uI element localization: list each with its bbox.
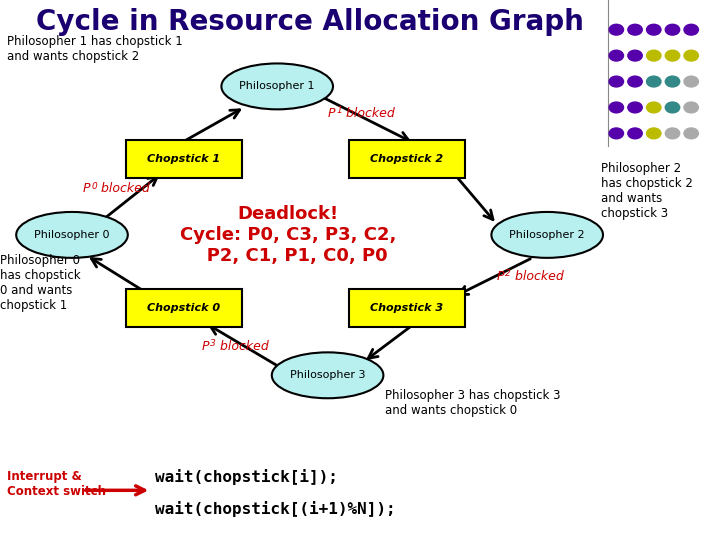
Circle shape xyxy=(609,50,624,61)
Text: 3: 3 xyxy=(210,339,216,348)
Circle shape xyxy=(665,128,680,139)
Text: Philosopher 1 has chopstick 1
and wants chopstick 2: Philosopher 1 has chopstick 1 and wants … xyxy=(7,35,183,63)
Circle shape xyxy=(665,24,680,35)
FancyBboxPatch shape xyxy=(125,140,242,178)
Circle shape xyxy=(684,24,698,35)
Text: Deadlock!
Cycle: P0, C3, P3, C2,
   P2, C1, P1, C0, P0: Deadlock! Cycle: P0, C3, P3, C2, P2, C1,… xyxy=(180,205,396,265)
Circle shape xyxy=(609,24,624,35)
Ellipse shape xyxy=(271,353,384,399)
Text: wait(chopstick[(i+1)%N]);: wait(chopstick[(i+1)%N]); xyxy=(155,501,395,517)
Circle shape xyxy=(628,128,642,139)
Circle shape xyxy=(628,76,642,87)
Text: 0: 0 xyxy=(91,181,97,191)
Text: P: P xyxy=(328,107,335,120)
Text: blocked: blocked xyxy=(342,107,395,120)
Text: blocked: blocked xyxy=(97,183,150,195)
Text: Philosopher 3 has chopstick 3
and wants chopstick 0: Philosopher 3 has chopstick 3 and wants … xyxy=(385,389,561,417)
Text: P: P xyxy=(202,340,209,353)
Ellipse shape xyxy=(492,212,603,258)
Text: Interrupt &
Context switch: Interrupt & Context switch xyxy=(7,470,107,498)
Circle shape xyxy=(665,50,680,61)
Circle shape xyxy=(628,50,642,61)
Text: Chopstick 3: Chopstick 3 xyxy=(370,303,444,313)
Circle shape xyxy=(684,128,698,139)
Text: Philosopher 2: Philosopher 2 xyxy=(509,230,585,240)
Text: Chopstick 1: Chopstick 1 xyxy=(147,154,220,164)
Circle shape xyxy=(684,76,698,87)
FancyBboxPatch shape xyxy=(348,288,465,327)
Circle shape xyxy=(647,76,661,87)
Circle shape xyxy=(647,128,661,139)
Circle shape xyxy=(665,102,680,113)
Ellipse shape xyxy=(222,64,333,109)
FancyBboxPatch shape xyxy=(348,140,465,178)
Text: Philosopher 0
has chopstick
0 and wants
chopstick 1: Philosopher 0 has chopstick 0 and wants … xyxy=(0,254,81,312)
Circle shape xyxy=(609,128,624,139)
Circle shape xyxy=(628,102,642,113)
Circle shape xyxy=(609,76,624,87)
Text: 1: 1 xyxy=(336,106,342,115)
Text: blocked: blocked xyxy=(216,340,269,353)
Text: Philosopher 1: Philosopher 1 xyxy=(240,82,315,91)
Text: P: P xyxy=(497,270,504,283)
Circle shape xyxy=(647,102,661,113)
Text: 2: 2 xyxy=(505,269,511,278)
Circle shape xyxy=(647,24,661,35)
Text: Philosopher 3: Philosopher 3 xyxy=(290,370,365,380)
Circle shape xyxy=(628,24,642,35)
Circle shape xyxy=(665,76,680,87)
Circle shape xyxy=(684,102,698,113)
Text: Chopstick 2: Chopstick 2 xyxy=(370,154,444,164)
FancyBboxPatch shape xyxy=(125,288,242,327)
Text: P: P xyxy=(83,183,90,195)
Text: Philosopher 0: Philosopher 0 xyxy=(35,230,109,240)
Text: Chopstick 0: Chopstick 0 xyxy=(147,303,220,313)
Text: Cycle in Resource Allocation Graph: Cycle in Resource Allocation Graph xyxy=(36,8,583,36)
Circle shape xyxy=(609,102,624,113)
Ellipse shape xyxy=(17,212,128,258)
Text: Philosopher 2
has chopstick 2
and wants
chopstick 3: Philosopher 2 has chopstick 2 and wants … xyxy=(601,162,693,220)
Text: blocked: blocked xyxy=(511,270,564,283)
Text: wait(chopstick[i]);: wait(chopstick[i]); xyxy=(155,469,338,485)
Circle shape xyxy=(684,50,698,61)
Circle shape xyxy=(647,50,661,61)
